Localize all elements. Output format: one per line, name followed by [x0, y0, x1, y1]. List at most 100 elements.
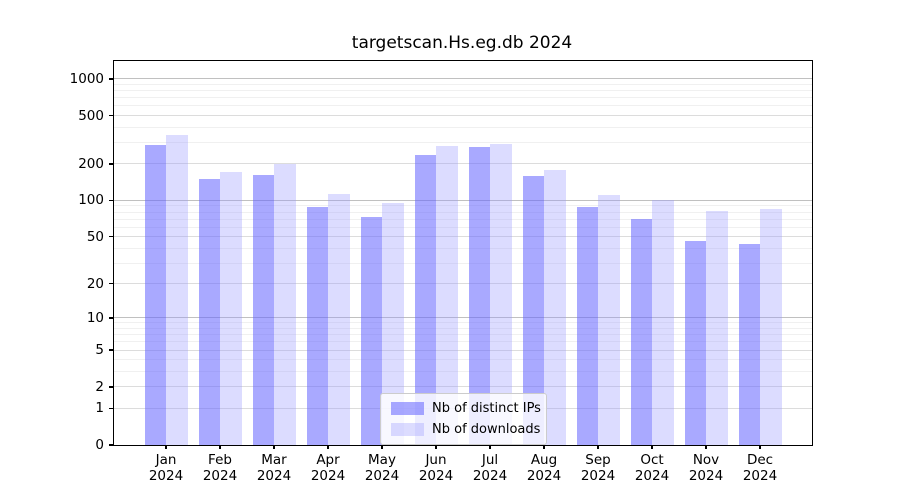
- x-tick-label: Feb 2024: [188, 452, 252, 484]
- y-tick-label: 200: [78, 155, 104, 172]
- gridline-minor: [114, 328, 812, 330]
- y-tick-mark: [109, 386, 113, 388]
- x-tick-year: 2024: [256, 468, 292, 484]
- x-tick-month: Aug: [530, 452, 558, 468]
- x-tick-mark: [597, 445, 599, 449]
- x-tick-mark: [759, 445, 761, 449]
- y-tick-label: 1: [95, 400, 104, 417]
- x-tick-year: 2024: [634, 468, 670, 484]
- y-tick-mark: [109, 444, 113, 446]
- x-tick-year: 2024: [688, 468, 724, 484]
- y-tick-mark: [109, 78, 113, 80]
- gridline-minor: [114, 205, 812, 207]
- x-tick-label: Dec 2024: [728, 452, 792, 484]
- gridline: [114, 163, 812, 165]
- gridline-minor: [114, 97, 812, 99]
- x-tick-year: 2024: [148, 468, 184, 484]
- bar-sep-downloads: [598, 195, 620, 445]
- bar-feb-downloads: [220, 171, 242, 445]
- gridline-minor: [114, 83, 812, 85]
- x-tick-year: 2024: [580, 468, 616, 484]
- y-tick-label: 100: [78, 192, 104, 209]
- x-tick-month: Oct: [640, 452, 664, 468]
- gridline-minor: [114, 334, 812, 336]
- bar-sep-ips: [576, 207, 598, 445]
- x-tick-month: Feb: [208, 452, 232, 468]
- x-tick-label: Jan 2024: [134, 452, 198, 484]
- y-tick-label: 1000: [69, 70, 104, 87]
- gridline-minor: [114, 262, 812, 264]
- x-tick-year: 2024: [472, 468, 508, 484]
- bar-jul-downloads: [490, 144, 512, 445]
- x-tick-month: Nov: [692, 452, 720, 468]
- x-tick-label: Oct 2024: [620, 452, 684, 484]
- y-tick-mark: [109, 282, 113, 285]
- bar-dec-ips: [738, 244, 760, 445]
- gridline: [114, 386, 812, 388]
- y-tick-mark: [109, 163, 113, 165]
- legend-label-downloads: Nb of downloads: [432, 422, 541, 437]
- gridline-minor: [114, 211, 812, 213]
- gridline-minor: [114, 247, 812, 249]
- y-tick-label: 5: [95, 342, 104, 359]
- gridline-minor: [114, 90, 812, 92]
- gridline: [114, 317, 812, 319]
- legend: Nb of distinct IPs Nb of downloads: [380, 393, 547, 445]
- bar-oct-ips: [630, 219, 652, 445]
- bar-may-downloads: [382, 202, 404, 445]
- y-tick-mark: [109, 114, 113, 117]
- legend-swatch-downloads: [391, 423, 424, 436]
- y-tick-label: 2: [95, 378, 104, 395]
- gridline-minor: [114, 218, 812, 220]
- x-tick-mark: [435, 445, 437, 449]
- x-tick-month: Jul: [481, 452, 499, 468]
- y-tick-label: 0: [95, 437, 104, 453]
- x-tick-mark: [543, 445, 545, 449]
- bar-jan-downloads: [166, 134, 188, 445]
- x-tick-label: May 2024: [350, 452, 414, 484]
- bar-mar-ips: [252, 175, 274, 445]
- x-tick-label: Aug 2024: [512, 452, 576, 484]
- gridline: [114, 283, 812, 285]
- y-tick-label: 20: [86, 275, 104, 292]
- bar-apr-ips: [306, 207, 328, 445]
- gridline-minor: [114, 371, 812, 373]
- x-tick-year: 2024: [202, 468, 238, 484]
- x-tick-month: Sep: [585, 452, 611, 468]
- gridline: [114, 78, 812, 80]
- x-tick-mark: [327, 445, 329, 449]
- gridline: [114, 115, 812, 117]
- bar-may-ips: [360, 216, 382, 445]
- x-tick-label: Nov 2024: [674, 452, 738, 484]
- gridline-minor: [114, 322, 812, 324]
- x-tick-month: Jun: [425, 452, 447, 468]
- x-tick-label: Sep 2024: [566, 452, 630, 484]
- gridline: [114, 349, 812, 351]
- x-tick-label: Jul 2024: [458, 452, 522, 484]
- x-tick-month: Jan: [155, 452, 177, 468]
- y-tick-mark: [109, 199, 113, 202]
- x-tick-month: Apr: [316, 452, 340, 468]
- y-tick-mark: [109, 349, 113, 351]
- x-tick-month: Mar: [261, 452, 287, 468]
- x-tick-mark: [381, 445, 383, 449]
- legend-item-distinct-ips: Nb of distinct IPs: [391, 401, 541, 416]
- y-tick-label: 50: [86, 228, 104, 245]
- bar-nov-downloads: [706, 211, 728, 445]
- gridline-minor: [114, 226, 812, 228]
- x-tick-mark: [651, 445, 653, 449]
- y-tick-mark: [109, 235, 113, 238]
- gridline-minor: [114, 359, 812, 361]
- bar-apr-downloads: [328, 194, 350, 445]
- bar-mar-downloads: [274, 164, 296, 445]
- x-tick-mark: [489, 445, 491, 449]
- bar-jun-ips: [414, 154, 436, 445]
- x-tick-label: Jun 2024: [404, 452, 468, 484]
- x-tick-year: 2024: [364, 468, 400, 484]
- x-tick-mark: [165, 445, 167, 449]
- x-tick-label: Apr 2024: [296, 452, 360, 484]
- bar-dec-downloads: [760, 208, 782, 445]
- legend-label-distinct-ips: Nb of distinct IPs: [432, 401, 541, 416]
- x-tick-year: 2024: [526, 468, 562, 484]
